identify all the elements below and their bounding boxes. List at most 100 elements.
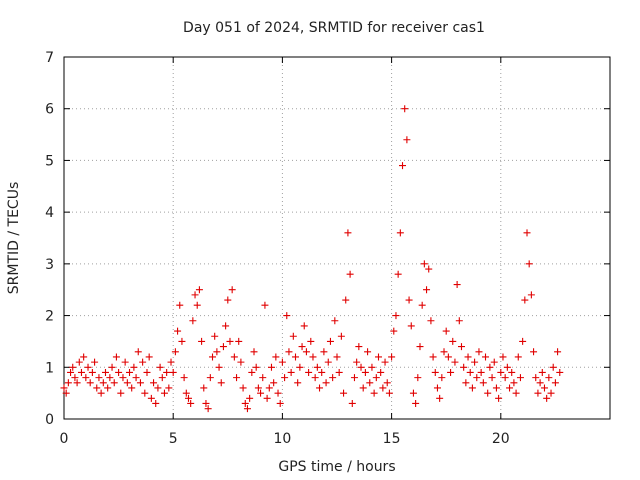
x-tick-label: 15: [383, 431, 401, 447]
data-point: [556, 368, 564, 376]
data-point: [274, 389, 282, 397]
data-point: [519, 337, 527, 345]
data-point: [69, 363, 77, 371]
data-point: [477, 368, 485, 376]
data-point: [409, 389, 417, 397]
y-tick-label: 5: [45, 153, 54, 169]
data-point: [287, 368, 295, 376]
data-point: [77, 368, 85, 376]
y-tick-label: 2: [45, 309, 54, 325]
data-point: [115, 368, 123, 376]
data-point: [468, 384, 476, 392]
data-point: [86, 379, 94, 387]
data-point: [248, 368, 256, 376]
data-point: [383, 379, 391, 387]
data-point: [246, 394, 254, 402]
data-point: [252, 363, 260, 371]
data-point: [475, 348, 483, 356]
data-point: [209, 353, 217, 361]
data-point: [506, 384, 514, 392]
data-point: [259, 374, 267, 382]
data-point: [189, 317, 197, 325]
data-point: [141, 389, 149, 397]
data-point: [200, 384, 208, 392]
data-point: [123, 379, 131, 387]
data-point: [254, 384, 262, 392]
data-point: [512, 389, 520, 397]
data-point: [361, 368, 369, 376]
data-point: [554, 348, 562, 356]
data-point: [156, 363, 164, 371]
data-point: [495, 394, 503, 402]
tick-layer: 0 5 10 15 20 0 1 2 3 4 5 6 7: [45, 50, 610, 447]
data-point: [359, 384, 367, 392]
data-point: [460, 363, 468, 371]
data-point: [263, 394, 271, 402]
data-point: [497, 368, 505, 376]
data-point: [250, 348, 258, 356]
data-point: [372, 374, 380, 382]
data-point: [453, 281, 461, 289]
data-point: [305, 368, 313, 376]
data-point: [167, 358, 175, 366]
data-point: [353, 358, 361, 366]
data-point: [405, 296, 413, 304]
data-point: [97, 389, 105, 397]
data-point: [294, 379, 302, 387]
y-tick-label: 0: [45, 412, 54, 428]
data-point: [106, 374, 114, 382]
x-tick-label: 20: [492, 431, 510, 447]
data-point: [112, 353, 120, 361]
y-tick-label: 1: [45, 360, 54, 376]
data-point: [73, 379, 81, 387]
data-point: [213, 348, 221, 356]
data-point: [464, 353, 472, 361]
data-point: [174, 327, 182, 335]
data-point: [326, 337, 334, 345]
data-point: [243, 405, 251, 413]
grid-layer: [64, 57, 610, 419]
data-point: [228, 286, 236, 294]
data-points: [60, 105, 564, 413]
data-point: [82, 374, 90, 382]
data-point: [239, 384, 247, 392]
y-tick-label: 3: [45, 257, 54, 273]
data-point: [193, 301, 201, 309]
data-point: [298, 343, 306, 351]
x-tick-label: 0: [60, 431, 69, 447]
data-point: [152, 399, 160, 407]
data-point: [394, 270, 402, 278]
data-point: [154, 384, 162, 392]
data-point: [538, 368, 546, 376]
data-point: [547, 389, 555, 397]
data-point: [307, 337, 315, 345]
data-point: [104, 384, 112, 392]
data-point: [237, 358, 245, 366]
data-point: [390, 327, 398, 335]
data-point: [499, 353, 507, 361]
data-point: [523, 229, 531, 237]
data-point: [313, 363, 321, 371]
data-point: [396, 229, 404, 237]
data-point: [195, 286, 203, 294]
data-point: [418, 301, 426, 309]
x-axis-title: GPS time / hours: [278, 459, 395, 475]
data-point: [331, 317, 339, 325]
data-point: [278, 358, 286, 366]
data-point: [110, 379, 118, 387]
data-point: [366, 379, 374, 387]
data-point: [265, 384, 273, 392]
data-point: [527, 291, 535, 299]
data-point: [473, 374, 481, 382]
data-point: [407, 322, 415, 330]
data-point: [101, 368, 109, 376]
data-point: [340, 389, 348, 397]
data-point: [257, 389, 265, 397]
data-point: [281, 374, 289, 382]
data-point: [457, 343, 465, 351]
data-point: [455, 317, 463, 325]
data-point: [145, 353, 153, 361]
data-point: [91, 358, 99, 366]
plot-frame: [63, 56, 611, 420]
data-point: [510, 379, 518, 387]
